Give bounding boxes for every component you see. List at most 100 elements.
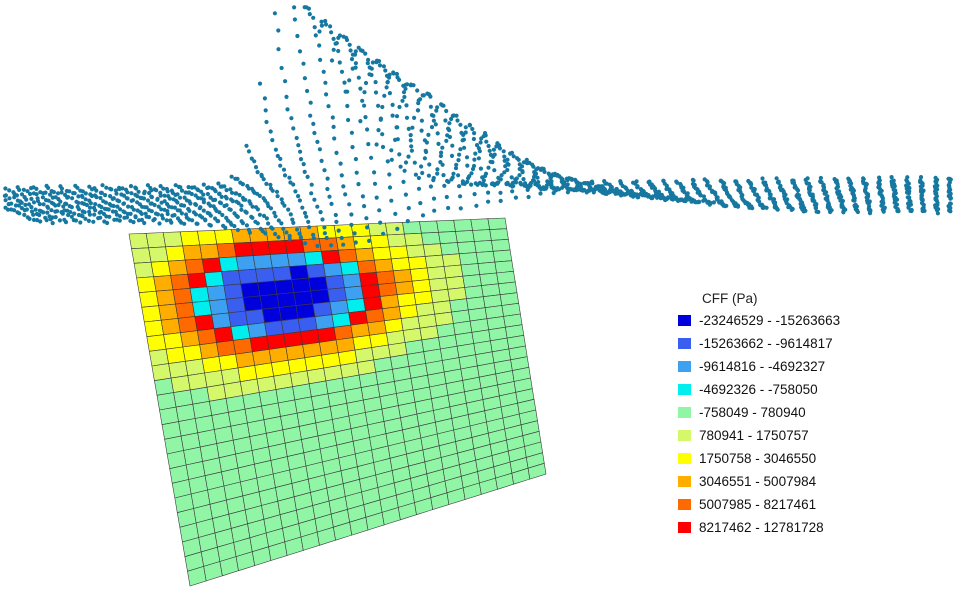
displacement-point <box>444 194 449 200</box>
fault-patch <box>419 220 439 234</box>
displacement-point <box>549 182 554 187</box>
fault-patch <box>402 221 422 235</box>
displacement-point <box>309 191 314 196</box>
displacement-point <box>106 207 111 212</box>
fault-patch <box>413 290 434 306</box>
displacement-point <box>390 113 395 118</box>
displacement-point <box>281 167 287 172</box>
displacement-point <box>161 186 166 191</box>
displacement-point <box>240 221 245 226</box>
displacement-point <box>486 143 491 149</box>
fault-patch <box>331 312 352 328</box>
displacement-point <box>322 231 327 236</box>
displacement-point <box>373 80 378 85</box>
displacement-point <box>461 137 466 142</box>
displacement-point <box>276 28 281 33</box>
displacement-point <box>298 157 304 162</box>
displacement-point <box>142 220 147 226</box>
fault-patch <box>472 229 492 242</box>
displacement-point <box>326 104 331 109</box>
displacement-point <box>76 207 81 212</box>
displacement-point <box>125 196 130 201</box>
fault-patch <box>235 255 256 271</box>
displacement-point <box>465 163 470 168</box>
displacement-point <box>416 108 421 113</box>
displacement-point <box>387 91 392 96</box>
displacement-point <box>391 71 396 76</box>
displacement-point <box>867 211 873 216</box>
displacement-point <box>380 132 385 137</box>
displacement-point <box>257 193 262 198</box>
displacement-point <box>172 213 177 218</box>
displacement-point <box>330 115 335 120</box>
fault-patch <box>180 330 201 348</box>
displacement-point <box>416 186 422 191</box>
displacement-point <box>774 176 779 181</box>
displacement-point <box>332 136 337 141</box>
displacement-point <box>511 183 516 189</box>
displacement-point <box>403 86 408 91</box>
fault-patch <box>204 271 225 288</box>
displacement-point <box>169 220 174 225</box>
fault-patch <box>216 340 236 357</box>
displacement-point <box>476 156 481 161</box>
fault-patch <box>163 332 184 350</box>
displacement-point <box>504 182 509 187</box>
fault-patch <box>216 242 237 259</box>
fault-patch <box>386 233 407 248</box>
displacement-point <box>444 138 449 143</box>
displacement-point <box>412 115 417 120</box>
displacement-point <box>419 164 424 169</box>
displacement-point <box>358 119 363 124</box>
displacement-point <box>98 195 103 201</box>
displacement-point <box>83 216 88 221</box>
displacement-point <box>413 172 418 177</box>
displacement-point <box>117 218 122 223</box>
legend-title: CFF (Pa) <box>702 291 758 306</box>
displacement-point <box>295 33 300 39</box>
displacement-point <box>239 207 244 212</box>
displacement-point <box>337 60 342 65</box>
displacement-point <box>323 80 328 85</box>
displacement-point <box>284 94 289 99</box>
displacement-point <box>420 213 426 218</box>
cff-legend: CFF (Pa) -23246529 - -15263663 -15263662… <box>678 289 928 539</box>
fault-patch <box>392 269 413 284</box>
displacement-point <box>272 210 277 215</box>
displacement-point <box>279 197 284 202</box>
displacement-point <box>446 205 451 211</box>
displacement-point <box>141 196 147 201</box>
displacement-point <box>126 204 131 209</box>
fault-patch <box>155 289 176 307</box>
displacement-point <box>35 198 41 204</box>
displacement-point <box>63 220 69 225</box>
displacement-point <box>250 215 255 220</box>
surface-displacement-points <box>2 5 954 249</box>
displacement-point <box>435 131 440 136</box>
displacement-point <box>70 196 75 201</box>
displacement-point <box>431 175 436 181</box>
displacement-point <box>179 188 185 193</box>
displacement-point <box>80 194 85 199</box>
fault-patch <box>475 250 496 264</box>
fault-patch <box>170 273 191 291</box>
displacement-point <box>412 160 417 165</box>
displacement-point <box>188 201 193 206</box>
displacement-point <box>301 61 306 66</box>
displacement-point <box>279 65 284 71</box>
displacement-point <box>275 153 280 159</box>
fault-patch <box>252 254 273 270</box>
displacement-point <box>224 196 229 201</box>
displacement-point <box>813 205 818 211</box>
displacement-point <box>490 160 495 165</box>
displacement-point <box>764 205 769 210</box>
fault-patch <box>211 312 232 330</box>
fault-patch <box>491 238 511 252</box>
displacement-point <box>502 154 507 159</box>
displacement-point <box>465 179 470 184</box>
fault-patch <box>214 229 235 245</box>
displacement-point <box>354 170 359 175</box>
displacement-point <box>9 201 14 206</box>
displacement-point <box>84 202 89 208</box>
displacement-point <box>393 211 398 216</box>
